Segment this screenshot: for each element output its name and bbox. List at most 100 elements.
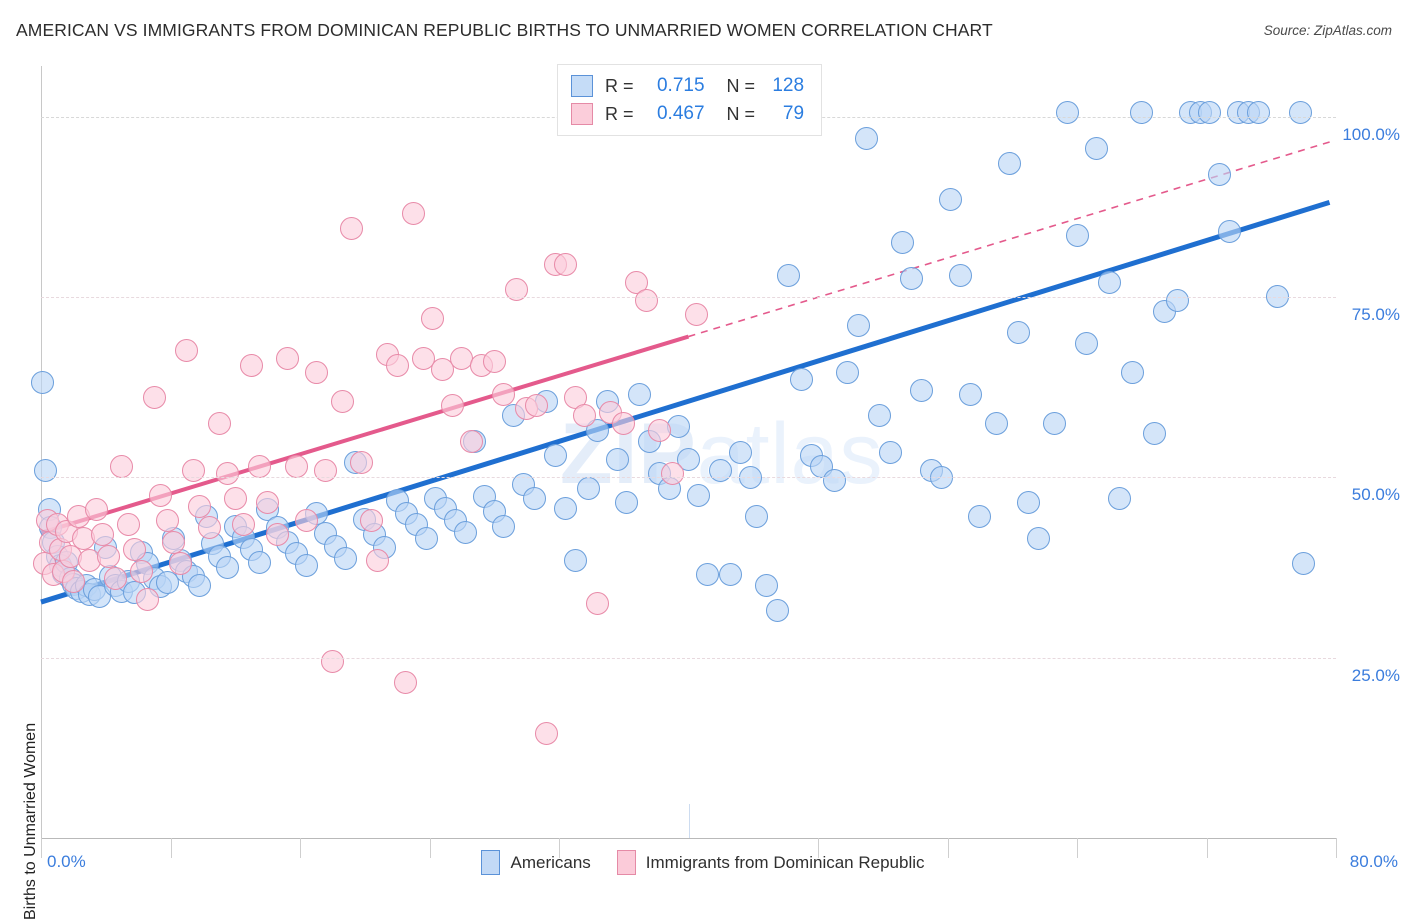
scatter-point	[744, 505, 768, 529]
scatter-point	[835, 361, 859, 385]
r-label: R =	[605, 75, 634, 96]
legend-item-americans[interactable]: Americans	[481, 850, 591, 875]
legend-item-immigrants[interactable]: Immigrants from Dominican Republic	[616, 850, 925, 875]
scatter-point	[34, 458, 58, 482]
scatter-point	[685, 303, 709, 327]
scatter-point	[660, 462, 684, 486]
scatter-point	[223, 487, 247, 511]
scatter-point	[149, 483, 173, 507]
x-tick	[300, 838, 301, 858]
scatter-point	[534, 721, 558, 745]
r-value: 0.715	[656, 75, 705, 96]
x-axis-line	[41, 838, 1337, 839]
scatter-point	[256, 491, 280, 514]
y-tick-label-50: 50.0%	[1351, 485, 1400, 505]
scatter-point	[868, 404, 891, 428]
scatter-point	[766, 599, 790, 623]
scatter-point	[754, 573, 778, 597]
scatter-point	[265, 523, 289, 547]
scatter-point	[1065, 224, 1089, 248]
scatter-point	[544, 444, 568, 468]
scatter-point	[612, 411, 636, 435]
x-tick	[41, 838, 42, 858]
n-label: N =	[726, 75, 756, 96]
scatter-point	[136, 588, 160, 612]
americans-legend-swatch-icon	[481, 850, 501, 875]
scatter-point	[709, 458, 733, 482]
scatter-point	[1107, 487, 1131, 511]
scatter-point	[615, 491, 639, 514]
gridline-25	[41, 657, 1336, 659]
scatter-point	[482, 350, 506, 374]
scatter-point	[984, 411, 1008, 435]
scatter-point	[197, 516, 221, 540]
x-tick	[170, 838, 172, 858]
scatter-point	[686, 483, 710, 507]
scatter-point	[573, 404, 597, 428]
scatter-point	[460, 429, 484, 453]
scatter-point	[719, 563, 743, 587]
r-value: 0.467	[656, 103, 705, 124]
x-tick	[559, 838, 560, 858]
n-label: N =	[726, 103, 756, 124]
scatter-point	[1130, 101, 1154, 125]
scatter-point	[677, 447, 700, 471]
scatter-point	[168, 552, 192, 576]
scatter-point	[553, 252, 577, 276]
n-value: 79	[782, 103, 805, 124]
y-axis-line	[41, 66, 42, 838]
scatter-point	[1097, 270, 1121, 294]
scatter-point	[1165, 288, 1189, 312]
scatter-point	[414, 527, 438, 551]
scatter-point	[790, 368, 814, 392]
scatter-point	[340, 216, 364, 240]
scatter-point	[440, 393, 464, 417]
scatter-point	[215, 462, 239, 486]
scatter-point	[175, 339, 199, 363]
gridline-75	[41, 296, 1336, 298]
x-tick	[818, 838, 819, 858]
scatter-point	[605, 447, 629, 471]
scatter-point	[846, 314, 870, 338]
x-tick	[429, 838, 431, 858]
scatter-point	[855, 126, 879, 150]
scatter-point	[320, 649, 344, 673]
scatter-point	[1292, 552, 1316, 576]
scatter-point	[103, 566, 127, 590]
scatter-point	[628, 382, 652, 406]
scatter-point	[1055, 101, 1079, 125]
correlation-legend: R = 0.715 N = 128 R = 0.467 N = 79	[557, 64, 822, 136]
x-tick	[1206, 838, 1208, 858]
scatter-point	[586, 418, 610, 442]
scatter-point	[553, 497, 577, 521]
x-axis-min-label: 0.0%	[47, 852, 86, 871]
scatter-point	[401, 202, 425, 226]
scatter-point	[1207, 162, 1231, 186]
scatter-point	[1042, 411, 1066, 435]
scatter-point	[1075, 332, 1099, 356]
scatter-point	[207, 411, 231, 435]
scatter-point	[142, 386, 166, 410]
scatter-point	[84, 498, 108, 522]
scatter-point	[129, 559, 153, 583]
scatter-point	[900, 267, 924, 291]
scatter-point	[524, 393, 548, 417]
scatter-point	[393, 671, 417, 695]
scatter-point	[879, 440, 903, 464]
x-tick	[688, 804, 690, 838]
scatter-point	[333, 546, 357, 570]
scatter-point	[385, 353, 409, 377]
scatter-point	[492, 382, 516, 406]
immigrants-legend-swatch-icon	[616, 850, 636, 875]
scatter-point	[123, 537, 147, 561]
scatter-point	[116, 512, 140, 536]
scatter-point	[155, 509, 179, 533]
page-title: AMERICAN VS IMMIGRANTS FROM DOMINICAN RE…	[16, 20, 993, 40]
scatter-point	[1217, 220, 1241, 244]
x-tick	[947, 838, 949, 858]
n-value: 128	[772, 75, 805, 96]
y-axis-title-wrap: Births to Unmarried Women	[22, 620, 39, 920]
legend-label-immigrants: Immigrants from Dominican Republic	[645, 852, 925, 872]
scatter-point	[696, 563, 720, 587]
scatter-point	[314, 458, 338, 482]
